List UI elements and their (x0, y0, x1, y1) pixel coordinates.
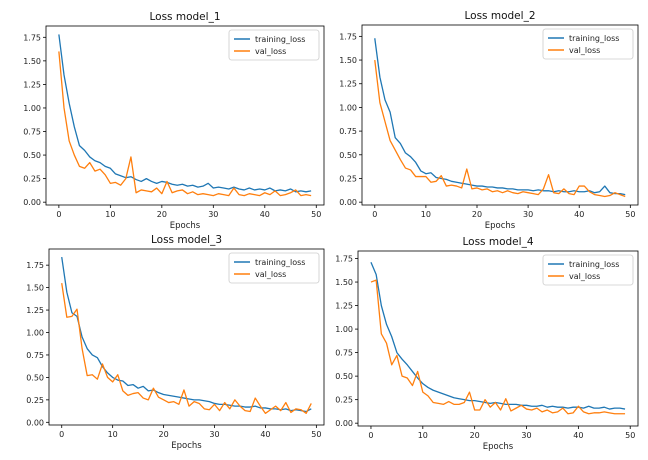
series-line-val-loss (61, 283, 312, 414)
y-tick-label: 1.50 (26, 284, 44, 293)
x-tick-label: 30 (208, 210, 218, 219)
x-tick-label: 20 (157, 210, 167, 219)
y-tick-label: 1.00 (335, 325, 353, 334)
legend-box (228, 29, 320, 61)
x-tick-label: 40 (574, 210, 584, 219)
x-tick-label: 50 (625, 431, 635, 440)
x-axis-label: Epochs (485, 221, 516, 231)
y-tick-label: 0.25 (23, 175, 41, 184)
y-tick-label: 0.50 (23, 151, 41, 160)
y-tick-label: 1.50 (339, 56, 357, 65)
axes-frame (361, 24, 639, 206)
y-tick-label: 0.75 (335, 349, 353, 358)
y-tick-label: 1.00 (339, 103, 357, 112)
y-tick-label: 0.50 (339, 151, 357, 160)
subplot-model-2: Loss model_2 0 10 20 30 40 50 0.00 0.25 0.50 0.75 1… (339, 10, 639, 231)
series-line-val-loss (58, 51, 312, 197)
x-tick-label: 30 (521, 431, 531, 440)
x-tick-label: 30 (209, 430, 219, 439)
series-line-training-loss (370, 262, 626, 410)
x-tick-label: 10 (418, 431, 428, 440)
series-line-training-loss (374, 38, 626, 196)
x-tick-label: 20 (472, 210, 482, 219)
x-tick-label: 40 (260, 210, 270, 219)
y-tick-label: 1.25 (23, 80, 41, 89)
x-tick-label: 50 (625, 210, 635, 219)
x-tick-label: 10 (105, 210, 115, 219)
legend-label-val-loss: val_loss (255, 47, 286, 56)
y-tick-label: 1.25 (26, 306, 44, 315)
legend-label-training-loss: training_loss (255, 35, 305, 44)
x-tick-label: 20 (470, 431, 480, 440)
y-tick-label: 1.75 (335, 255, 353, 264)
y-tick-label: 0.50 (26, 373, 44, 382)
legend-box (228, 252, 320, 284)
y-tick-label: 0.00 (23, 198, 41, 207)
legend-label-val-loss: val_loss (569, 46, 600, 55)
legend-label-training-loss: training_loss (569, 260, 619, 269)
legend-label-training-loss: training_loss (255, 258, 305, 267)
y-tick-label: 0.00 (26, 418, 44, 427)
y-tick-label: 1.25 (339, 80, 357, 89)
x-tick-label: 0 (372, 210, 377, 219)
y-tick-label: 1.75 (23, 33, 41, 42)
y-tick-label: 0.25 (26, 396, 44, 405)
x-tick-label: 0 (368, 431, 373, 440)
legend-box (542, 254, 634, 286)
y-tick-label: 1.25 (335, 302, 353, 311)
legend-box (542, 28, 634, 60)
y-tick-label: 0.75 (23, 128, 41, 137)
y-tick-label: 1.50 (335, 278, 353, 287)
y-tick-label: 1.00 (23, 104, 41, 113)
x-tick-label: 30 (523, 210, 533, 219)
subplot-model-4: Loss model_4 0 10 20 30 40 50 0.00 0.25 0.50 0.75 1… (335, 236, 639, 452)
series-line-val-loss (370, 279, 626, 415)
y-tick-label: 0.25 (339, 174, 357, 183)
y-tick-label: 0.00 (339, 198, 357, 207)
y-tick-label: 1.75 (26, 261, 44, 270)
series-line-val-loss (374, 59, 626, 198)
x-tick-label: 50 (311, 210, 321, 219)
axes-frame (45, 25, 325, 206)
chart-title: Loss model_2 (465, 10, 536, 22)
legend-label-training-loss: training_loss (569, 34, 619, 43)
x-tick-label: 0 (56, 210, 61, 219)
y-tick-label: 0.75 (339, 127, 357, 136)
x-tick-label: 0 (59, 430, 64, 439)
y-tick-label: 0.50 (335, 372, 353, 381)
y-tick-label: 1.75 (339, 32, 357, 41)
subplot-model-3: Loss model_3 0 10 20 30 40 50 0.00 0.25 0.50 0.75 1… (26, 234, 325, 451)
chart-title: Loss model_3 (151, 234, 222, 246)
legend-label-val-loss: val_loss (255, 270, 286, 279)
chart-title: Loss model_4 (463, 236, 534, 248)
y-tick-label: 0.75 (26, 351, 44, 360)
series-line-training-loss (58, 34, 312, 193)
x-tick-label: 50 (311, 430, 321, 439)
axes-frame (357, 250, 639, 427)
x-axis-label: Epochs (170, 221, 201, 231)
x-tick-label: 40 (573, 431, 583, 440)
legend-label-val-loss: val_loss (569, 272, 600, 281)
y-tick-label: 1.00 (26, 329, 44, 338)
x-axis-label: Epochs (171, 441, 202, 451)
x-tick-label: 20 (158, 430, 168, 439)
subplot-model-1: Loss model_1 0 10 20 30 40 50 0.00 0.25 0.50 0.75 1… (23, 11, 325, 231)
y-tick-label: 1.50 (23, 57, 41, 66)
y-tick-label: 0.25 (335, 396, 353, 405)
x-axis-label: Epochs (483, 442, 514, 452)
x-tick-label: 10 (108, 430, 118, 439)
x-tick-label: 10 (421, 210, 431, 219)
chart-title: Loss model_1 (150, 11, 221, 23)
x-tick-label: 40 (260, 430, 270, 439)
axes-frame (48, 248, 325, 426)
y-tick-label: 0.00 (335, 419, 353, 428)
